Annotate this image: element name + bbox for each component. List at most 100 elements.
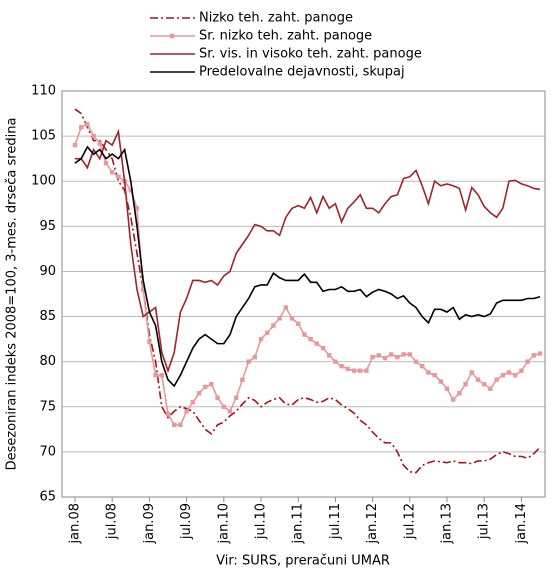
marker bbox=[513, 373, 518, 378]
marker bbox=[389, 352, 394, 357]
marker bbox=[190, 400, 195, 405]
legend-marker bbox=[170, 33, 175, 39]
y-tick-label: 70 bbox=[39, 444, 56, 459]
series-line bbox=[75, 128, 541, 374]
marker bbox=[451, 397, 456, 402]
marker bbox=[258, 336, 264, 342]
marker bbox=[488, 386, 493, 391]
marker bbox=[240, 377, 245, 382]
marker bbox=[209, 382, 214, 387]
marker bbox=[153, 373, 158, 378]
marker bbox=[289, 316, 295, 321]
marker bbox=[314, 341, 319, 346]
marker bbox=[525, 359, 530, 364]
marker bbox=[178, 422, 183, 428]
marker bbox=[457, 391, 462, 396]
marker bbox=[271, 323, 276, 328]
marker bbox=[382, 355, 388, 361]
y-tick-label: 80 bbox=[39, 354, 56, 369]
marker bbox=[345, 366, 350, 372]
marker bbox=[252, 354, 257, 360]
marker bbox=[97, 141, 102, 146]
y-tick-label: 65 bbox=[39, 490, 56, 505]
marker bbox=[395, 354, 400, 360]
y-axis-label: Desezoniran indeks 2008=100, 3-mes. drse… bbox=[5, 118, 20, 471]
x-tick-label: jul.09 bbox=[179, 503, 194, 540]
marker bbox=[475, 377, 481, 382]
x-tick-label: jul.12 bbox=[402, 503, 417, 540]
marker bbox=[463, 382, 468, 387]
marker bbox=[134, 206, 140, 211]
marker bbox=[196, 391, 202, 396]
marker bbox=[401, 352, 406, 357]
marker bbox=[79, 124, 84, 130]
marker bbox=[159, 373, 164, 378]
marker bbox=[444, 386, 450, 391]
marker bbox=[351, 368, 357, 373]
x-tick-label: jan.08 bbox=[68, 503, 83, 545]
marker bbox=[519, 368, 524, 373]
marker bbox=[333, 359, 338, 364]
x-tick-label: jan.12 bbox=[365, 503, 380, 545]
marker bbox=[72, 142, 78, 148]
source-note: Vir: SURS, preračuni UMAR bbox=[216, 554, 390, 569]
marker bbox=[147, 339, 152, 345]
marker bbox=[234, 395, 239, 400]
marker bbox=[500, 373, 505, 378]
marker bbox=[203, 384, 208, 390]
marker bbox=[172, 422, 177, 428]
marker bbox=[221, 404, 226, 409]
y-tick-label: 100 bbox=[31, 174, 56, 189]
marker bbox=[370, 354, 375, 360]
marker bbox=[184, 409, 189, 414]
y-tick-label: 105 bbox=[31, 129, 56, 144]
marker bbox=[482, 382, 487, 387]
marker bbox=[103, 160, 109, 166]
marker bbox=[215, 395, 220, 400]
marker bbox=[277, 316, 282, 321]
x-tick-label: jan.11 bbox=[291, 503, 306, 545]
marker bbox=[358, 368, 363, 373]
marker bbox=[265, 330, 270, 335]
marker bbox=[320, 345, 326, 351]
marker bbox=[469, 370, 474, 375]
marker bbox=[283, 305, 288, 310]
marker bbox=[339, 363, 344, 369]
series-line bbox=[74, 108, 541, 474]
x-tick-label: jul.11 bbox=[328, 503, 343, 540]
marker bbox=[438, 379, 443, 384]
marker bbox=[531, 353, 536, 358]
marker bbox=[91, 133, 96, 139]
marker bbox=[85, 122, 90, 127]
marker bbox=[432, 373, 437, 378]
marker bbox=[506, 370, 512, 375]
series-line bbox=[74, 145, 541, 388]
y-tick-label: 90 bbox=[39, 264, 56, 279]
marker bbox=[364, 368, 369, 373]
marker bbox=[246, 359, 251, 364]
marker bbox=[327, 353, 332, 358]
marker bbox=[227, 409, 233, 414]
legend-label: Sr. vis. in visoko teh. zaht. panoge bbox=[199, 47, 422, 62]
x-tick-label: jan.09 bbox=[142, 503, 157, 545]
marker bbox=[420, 363, 425, 369]
x-tick-label: jul.08 bbox=[105, 503, 120, 540]
marker bbox=[296, 321, 301, 326]
marker bbox=[494, 377, 499, 382]
marker bbox=[413, 359, 419, 364]
x-tick-label: jan.14 bbox=[514, 503, 529, 545]
marker bbox=[110, 170, 115, 175]
x-tick-label: jan.13 bbox=[440, 503, 455, 545]
marker bbox=[537, 351, 543, 356]
series-line bbox=[74, 123, 541, 426]
x-tick-label: jul.10 bbox=[254, 503, 269, 540]
marker bbox=[302, 332, 307, 337]
marker bbox=[308, 336, 313, 342]
legend-label: Nizko teh. zaht. panoge bbox=[199, 11, 353, 26]
legend-label: Sr. nizko teh. zaht. panoge bbox=[199, 29, 372, 44]
marker bbox=[141, 287, 146, 292]
legend-label: Predelovalne dejavnosti, skupaj bbox=[199, 65, 405, 80]
marker bbox=[116, 174, 121, 179]
marker bbox=[128, 188, 133, 193]
